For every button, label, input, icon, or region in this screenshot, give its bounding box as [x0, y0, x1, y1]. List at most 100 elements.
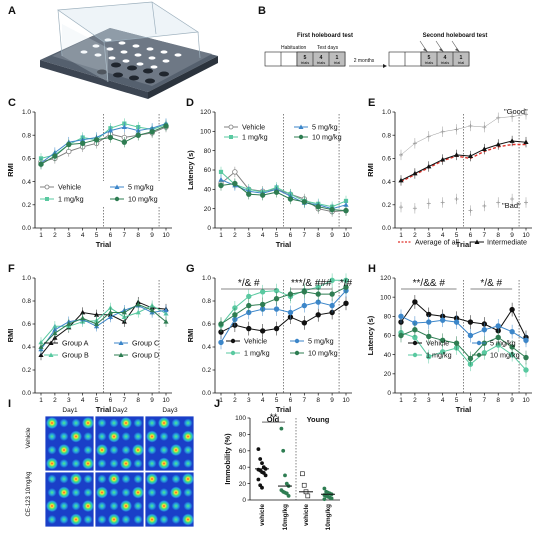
data-point: [468, 123, 473, 128]
series-line: [400, 329, 527, 360]
data-point: [454, 197, 459, 201]
data-point: [481, 146, 487, 152]
heatmap-hotspot: [96, 486, 108, 499]
y-tick-label: 0.0: [22, 225, 31, 232]
heatmap-hotspot: [46, 417, 58, 429]
y-tick-label: 0.8: [382, 132, 391, 139]
annotation-bad: "Bad": [502, 201, 521, 210]
legend-c-10mg: 10 mg/kg: [128, 195, 158, 204]
heatmap-row-vehicle: Vehicle: [25, 427, 32, 448]
y-tick-label: 80: [384, 314, 392, 321]
x-tick-label: 2: [233, 232, 237, 239]
data-point: [246, 293, 252, 300]
heatmap-hotspot: [47, 474, 57, 484]
legend-h-vehicle: Vehicle: [426, 339, 449, 348]
series-line: [220, 171, 347, 213]
x-tick-label: 6: [289, 232, 293, 239]
x-tick-label: 2: [233, 397, 237, 404]
first-test-title: First holeboard test: [297, 33, 353, 39]
x-tick-label: 6: [109, 397, 113, 404]
data-point: [412, 327, 418, 333]
heatmap-hotspot: [121, 474, 131, 484]
series-line: [400, 301, 527, 338]
y-tick-label: 0.8: [22, 132, 31, 139]
data-point: [468, 208, 473, 213]
x-category-label: vehicle: [259, 504, 266, 526]
y-tick-label: 1.0: [202, 275, 211, 282]
heatmap-hotspot: [121, 432, 131, 441]
x-tick-label: 3: [427, 232, 431, 239]
legend-f-group-b: Group B: [62, 351, 89, 360]
data-point: [440, 200, 445, 205]
significance-label: **: [270, 413, 278, 424]
second-test-title: Second holeboard test: [423, 33, 488, 39]
heatmap-hotspot: [46, 457, 58, 470]
data-point: [524, 112, 528, 117]
x-category-label: vehicle: [303, 504, 310, 526]
heatmap-hotspot: [109, 501, 119, 511]
heatmap-hotspot: [159, 432, 169, 441]
heatmap-hotspot: [108, 513, 120, 526]
y-tick-label: 0: [207, 225, 211, 232]
chart-e-rmi-groups: 0.0 0.2 0.4 0.6 0.8 1.0 1 2 3 4 5 6 7 8 9 10 Trial RMI "Go…: [366, 107, 532, 249]
heatmap-hotspot: [109, 445, 119, 455]
data-point: [412, 170, 418, 176]
series-10-mg-kg: [218, 280, 349, 331]
heatmap-hotspot: [171, 459, 181, 468]
chart-h-latency-second-test: 0 20 40 60 80 100 120 1 2 3 4 5 6 7 8 9 10 Trial Latency (…: [366, 275, 532, 414]
heatmap-cell-r0-c0: [44, 415, 95, 472]
heatmap-hotspot: [183, 418, 193, 428]
heatmap-border: [44, 471, 95, 528]
significance-label: */& #: [238, 278, 260, 289]
heatmap-hotspot: [183, 488, 193, 497]
x-tick-label: 8: [136, 397, 140, 404]
data-point: [509, 344, 515, 350]
data-point: [482, 203, 487, 208]
heatmap-hotspot: [109, 488, 119, 497]
x-axis-label: Trial: [96, 405, 111, 414]
scatter-group-2: [299, 471, 313, 499]
heatmap-cell-r1-c2: [144, 471, 195, 528]
heatmap-hotspot: [97, 501, 107, 511]
legend-h-1mg: 1 mg/kg: [426, 351, 452, 360]
significance-label: ***/& ###: [291, 278, 332, 289]
box3-n: 1: [336, 55, 339, 61]
heatmap-hotspot: [70, 513, 82, 526]
x-tick-label: 9: [330, 232, 334, 239]
heatmap-hotspot: [132, 486, 144, 499]
x-tick-label: 3: [427, 397, 431, 404]
data-point: [398, 313, 404, 320]
heatmap-hotspot: [182, 430, 194, 443]
series-line: [220, 302, 347, 333]
data-point: [135, 132, 141, 138]
heatmap-hotspot: [96, 444, 108, 456]
heatmap-hotspot: [83, 432, 93, 441]
heatmap-row-ce123: CE-123 10mg/kg: [26, 471, 32, 516]
gap-label: 2 months: [354, 58, 375, 64]
heatmap-hotspot: [83, 474, 93, 484]
legend-c-1mg: 1 mg/kg: [58, 195, 84, 204]
heatmap-hotspot: [82, 457, 94, 470]
heatmap-hotspot: [47, 515, 57, 524]
data-point: [467, 332, 474, 339]
heatmap-hotspot: [147, 418, 157, 428]
series-line: [40, 125, 167, 165]
data-point: [121, 139, 128, 145]
data-point: [93, 312, 100, 317]
data-point: [329, 291, 335, 297]
x-tick-label: 7: [303, 397, 307, 404]
series-5-mg-kg: [398, 309, 529, 348]
chart-c-rmi-dose: 0.0 0.2 0.4 0.6 0.8 1.0 1 2 3 4 5 6 7 8 9 10 Trial RMI: [6, 109, 172, 249]
data-point: [218, 176, 224, 182]
group-label-young: Young: [307, 415, 330, 424]
data-point: [93, 321, 100, 326]
data-point: [496, 115, 501, 120]
panel-label-b: B: [258, 5, 266, 17]
data-point: [496, 200, 501, 205]
data-point: [232, 312, 238, 318]
data-point: [232, 180, 238, 187]
x-tick-label: 8: [136, 232, 140, 239]
heatmap-cell-r1-c0: [44, 471, 95, 528]
y-tick-label: 1.0: [22, 275, 31, 282]
experiment-timeline: First holeboard test Second holeboard te…: [264, 33, 488, 68]
